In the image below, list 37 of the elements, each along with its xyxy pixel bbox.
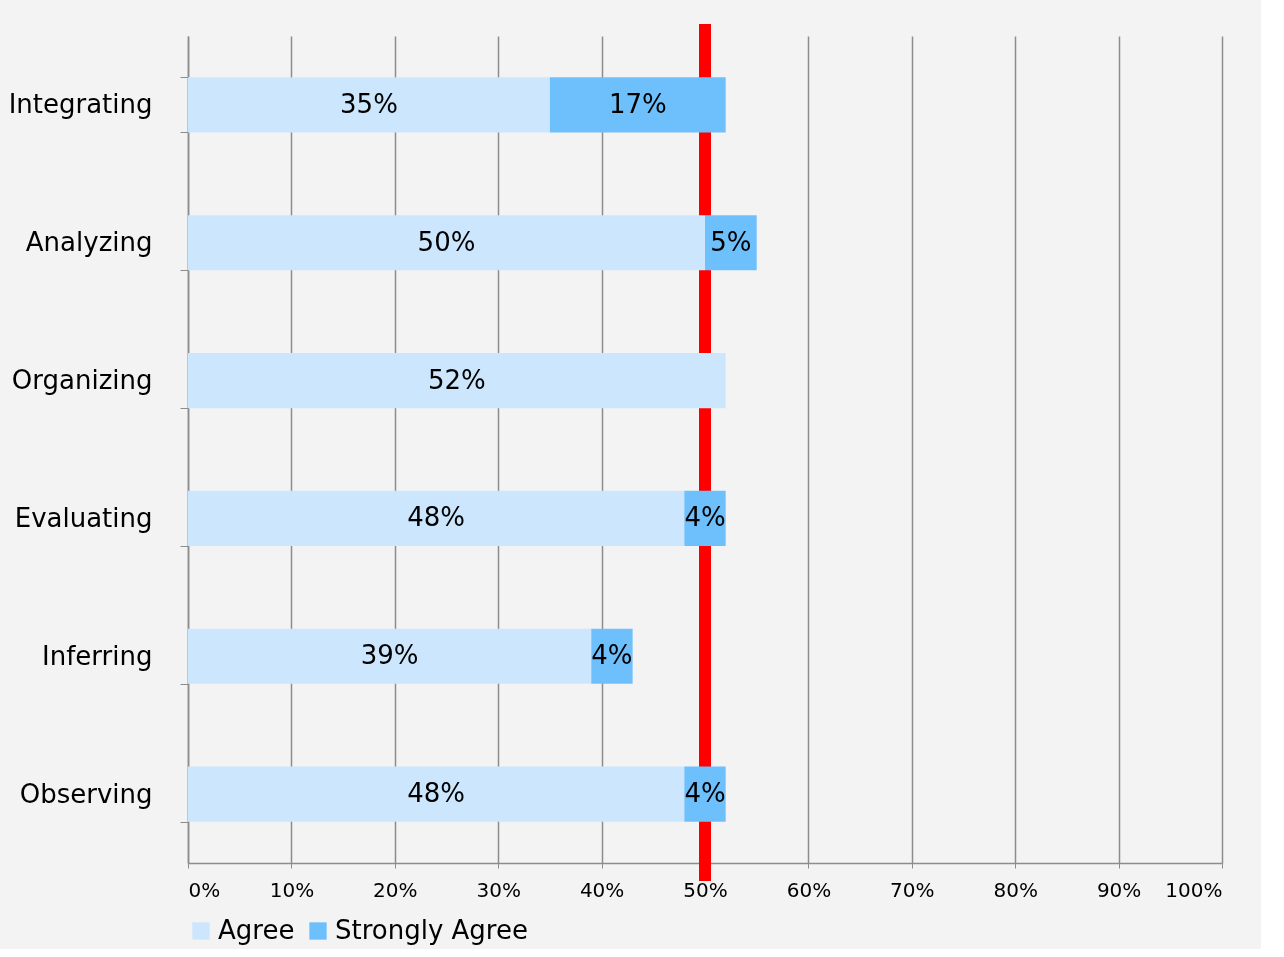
x-tick-label: 90% <box>1096 877 1142 902</box>
data-label: 50% <box>417 226 476 257</box>
x-tick-label: 70% <box>890 877 935 902</box>
data-label: 35% <box>340 88 398 119</box>
y-tick-label: Analyzing <box>25 227 153 258</box>
bar <box>188 215 705 271</box>
x-tick-label: 30% <box>476 877 521 902</box>
x-tick-label: 60% <box>786 877 832 902</box>
bar <box>549 77 726 133</box>
x-tick-label: 40% <box>579 877 625 902</box>
data-label: 4% <box>684 778 726 809</box>
bar <box>188 353 726 409</box>
x-tick-label: 20% <box>373 877 418 902</box>
x-tick-label: 100% <box>1165 877 1223 902</box>
data-label: 52% <box>427 364 486 395</box>
y-tick-label: Inferring <box>42 640 153 671</box>
x-tick-label: 50% <box>683 877 728 902</box>
data-label: 39% <box>360 640 419 671</box>
data-label: 5% <box>710 226 752 257</box>
data-label: 17% <box>608 88 667 119</box>
x-tick-label: 80% <box>993 877 1038 902</box>
bar <box>188 628 592 684</box>
data-label: 4% <box>684 502 726 533</box>
x-tick-label: 10% <box>269 877 315 902</box>
y-tick-label: Observing <box>19 778 153 809</box>
data-label: 48% <box>407 778 466 809</box>
x-tick-label: 0% <box>188 877 221 902</box>
y-tick-label: Organizing <box>11 365 153 396</box>
y-tick-label: Integrating <box>8 89 153 120</box>
y-tick-label: Evaluating <box>14 502 153 533</box>
bar <box>188 490 685 546</box>
bar <box>188 766 685 822</box>
data-label: 48% <box>407 502 466 533</box>
legend-label: Agree <box>218 915 295 945</box>
legend-label: Strongly Agree <box>335 915 528 945</box>
data-label: 4% <box>591 640 633 671</box>
bar <box>188 77 550 133</box>
